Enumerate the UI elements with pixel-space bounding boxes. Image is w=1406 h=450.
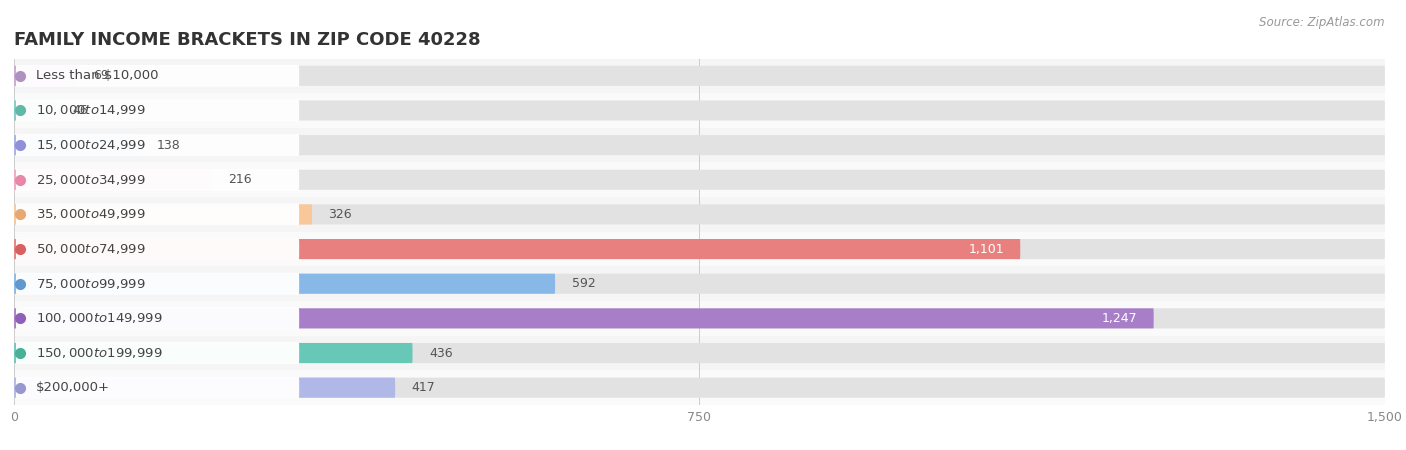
FancyBboxPatch shape	[14, 239, 1021, 259]
Text: $10,000 to $14,999: $10,000 to $14,999	[37, 104, 146, 117]
FancyBboxPatch shape	[14, 162, 1385, 197]
Text: $200,000+: $200,000+	[37, 381, 110, 394]
Text: $100,000 to $149,999: $100,000 to $149,999	[37, 311, 163, 325]
FancyBboxPatch shape	[14, 170, 1385, 190]
Text: $150,000 to $199,999: $150,000 to $199,999	[37, 346, 163, 360]
FancyBboxPatch shape	[15, 65, 299, 87]
FancyBboxPatch shape	[14, 378, 395, 398]
FancyBboxPatch shape	[14, 204, 312, 225]
FancyBboxPatch shape	[14, 274, 555, 294]
FancyBboxPatch shape	[14, 66, 77, 86]
Text: 417: 417	[412, 381, 436, 394]
FancyBboxPatch shape	[14, 370, 1385, 405]
Text: $50,000 to $74,999: $50,000 to $74,999	[37, 242, 146, 256]
FancyBboxPatch shape	[14, 204, 1385, 225]
FancyBboxPatch shape	[14, 266, 1385, 301]
Text: 1,101: 1,101	[969, 243, 1004, 256]
FancyBboxPatch shape	[14, 93, 1385, 128]
Text: $15,000 to $24,999: $15,000 to $24,999	[37, 138, 146, 152]
FancyBboxPatch shape	[14, 343, 412, 363]
Text: Less than $10,000: Less than $10,000	[37, 69, 159, 82]
Text: 326: 326	[329, 208, 352, 221]
FancyBboxPatch shape	[14, 128, 1385, 162]
FancyBboxPatch shape	[14, 232, 1385, 266]
FancyBboxPatch shape	[14, 170, 211, 190]
FancyBboxPatch shape	[14, 301, 1385, 336]
Text: 46: 46	[73, 104, 89, 117]
FancyBboxPatch shape	[15, 273, 299, 295]
FancyBboxPatch shape	[14, 58, 1385, 93]
FancyBboxPatch shape	[15, 307, 299, 329]
FancyBboxPatch shape	[14, 100, 56, 121]
Text: 1,247: 1,247	[1102, 312, 1137, 325]
FancyBboxPatch shape	[15, 203, 299, 225]
FancyBboxPatch shape	[15, 342, 299, 364]
Text: 138: 138	[156, 139, 180, 152]
FancyBboxPatch shape	[14, 66, 1385, 86]
FancyBboxPatch shape	[14, 336, 1385, 370]
Text: $35,000 to $49,999: $35,000 to $49,999	[37, 207, 146, 221]
FancyBboxPatch shape	[15, 169, 299, 191]
FancyBboxPatch shape	[14, 239, 1385, 259]
Text: 69: 69	[94, 69, 110, 82]
FancyBboxPatch shape	[14, 308, 1154, 328]
FancyBboxPatch shape	[14, 343, 1385, 363]
FancyBboxPatch shape	[15, 377, 299, 399]
Text: 592: 592	[571, 277, 595, 290]
Text: 436: 436	[429, 346, 453, 360]
Text: FAMILY INCOME BRACKETS IN ZIP CODE 40228: FAMILY INCOME BRACKETS IN ZIP CODE 40228	[14, 31, 481, 49]
FancyBboxPatch shape	[14, 308, 1385, 328]
Text: Source: ZipAtlas.com: Source: ZipAtlas.com	[1260, 16, 1385, 29]
FancyBboxPatch shape	[15, 99, 299, 122]
Text: $75,000 to $99,999: $75,000 to $99,999	[37, 277, 146, 291]
FancyBboxPatch shape	[15, 134, 299, 156]
Text: 216: 216	[228, 173, 252, 186]
FancyBboxPatch shape	[14, 274, 1385, 294]
FancyBboxPatch shape	[14, 135, 141, 155]
FancyBboxPatch shape	[14, 378, 1385, 398]
FancyBboxPatch shape	[14, 100, 1385, 121]
Text: $25,000 to $34,999: $25,000 to $34,999	[37, 173, 146, 187]
FancyBboxPatch shape	[15, 238, 299, 260]
FancyBboxPatch shape	[14, 135, 1385, 155]
FancyBboxPatch shape	[14, 197, 1385, 232]
